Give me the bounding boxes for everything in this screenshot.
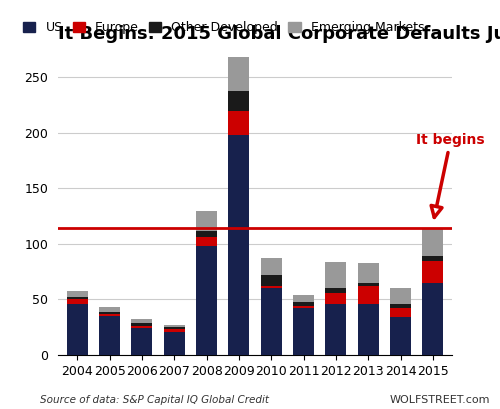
Bar [196,211,217,231]
Bar [228,111,250,135]
Bar [196,246,217,355]
Bar [164,329,185,332]
Bar [132,319,152,323]
Bar [164,327,185,329]
Bar [164,325,185,327]
Bar [164,332,185,355]
Bar [67,299,88,304]
Bar [326,288,346,293]
Bar [358,286,378,304]
Bar [422,229,444,256]
Bar [358,304,378,355]
Bar [99,312,120,314]
Text: It begins: It begins [416,133,485,218]
Bar [260,275,281,286]
Bar [228,91,250,111]
Bar [293,306,314,308]
Bar [390,317,411,355]
Bar [132,323,152,326]
Bar [67,304,88,355]
Bar [67,290,88,297]
Text: WOLFSTREET.com: WOLFSTREET.com [390,395,490,405]
Bar [67,297,88,299]
Legend: US, Europe, Other Developed, Emerging Markets: US, Europe, Other Developed, Emerging Ma… [18,16,429,39]
Text: Source of data: S&P Capital IQ Global Credit: Source of data: S&P Capital IQ Global Cr… [40,395,269,405]
Bar [260,286,281,288]
Bar [390,308,411,317]
Bar [196,231,217,237]
Bar [293,302,314,306]
Bar [228,135,250,355]
Bar [358,283,378,286]
Bar [293,295,314,302]
Bar [228,57,250,91]
Bar [99,314,120,316]
Bar [358,263,378,283]
Bar [326,262,346,288]
Bar [132,328,152,355]
Bar [99,307,120,312]
Bar [326,304,346,355]
Bar [293,308,314,355]
Bar [326,293,346,304]
Bar [422,261,444,283]
Bar [196,237,217,246]
Bar [99,316,120,355]
Bar [422,256,444,261]
Bar [132,326,152,328]
Bar [260,288,281,355]
Bar [260,258,281,275]
Text: It Begins: 2015 Global Corporate Defaults Jump 87%: It Begins: 2015 Global Corporate Default… [58,25,500,43]
Bar [390,288,411,304]
Bar [390,304,411,308]
Bar [422,283,444,355]
